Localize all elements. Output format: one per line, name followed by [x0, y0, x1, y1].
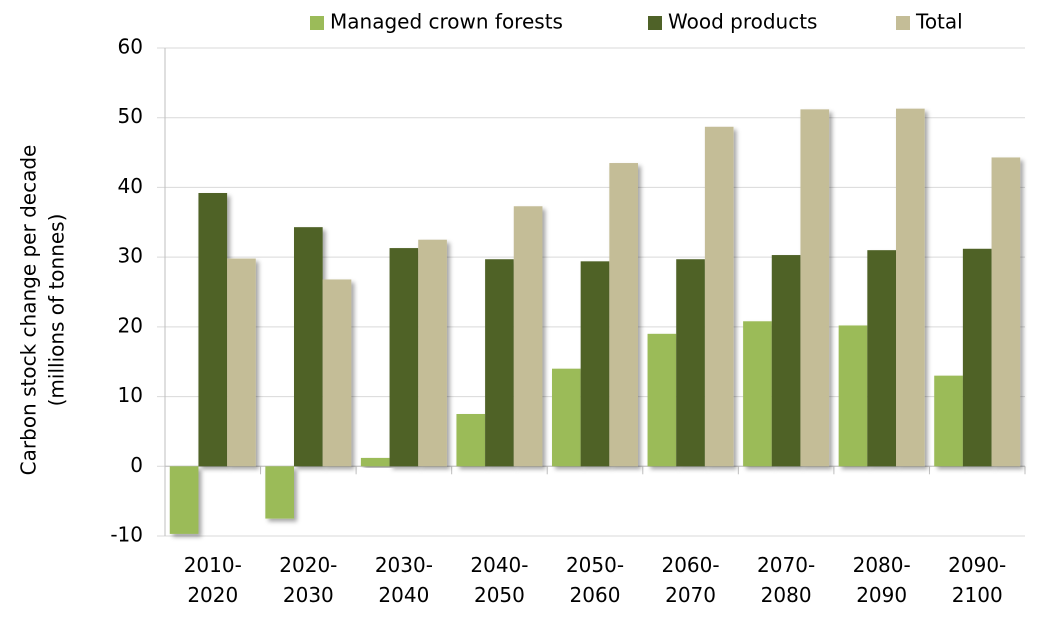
legend-label: Wood products [668, 10, 817, 34]
bar [322, 279, 352, 467]
y-axis-title-line: (millions of tonnes) [45, 214, 69, 407]
y-tick-label: 50 [118, 104, 143, 128]
y-tick-label: 10 [118, 383, 143, 407]
legend-label: Managed crown forests [330, 10, 563, 34]
x-tick-label: 2080-2090 [852, 553, 911, 607]
bar [609, 163, 638, 467]
x-tick-label: 2090-2100 [948, 553, 1007, 607]
bar [169, 466, 199, 534]
bar [580, 261, 610, 467]
bar [418, 239, 447, 467]
y-tick-label: -10 [110, 523, 143, 547]
x-tick-label: 2070-2080 [757, 553, 816, 607]
bar [227, 258, 256, 467]
x-tick-label: 2060-2070 [661, 553, 720, 607]
y-tick-label: 60 [118, 35, 143, 59]
bar [456, 414, 486, 467]
bar [389, 248, 419, 467]
y-tick-label: 20 [118, 313, 143, 337]
bar [800, 109, 830, 467]
bar [867, 250, 896, 467]
bar [934, 375, 963, 467]
x-tick-label: 2030-2040 [374, 553, 433, 607]
legend-swatch [648, 16, 662, 30]
x-tick-label: 2050-2060 [565, 553, 625, 607]
y-tick-label: 0 [130, 453, 143, 477]
bar [896, 108, 925, 467]
y-tick-label: 40 [118, 174, 143, 198]
legend-swatch [896, 16, 910, 30]
bar [676, 259, 705, 467]
bar [838, 325, 868, 467]
y-axis-title-line: Carbon stock change per decade [17, 145, 41, 476]
bar [647, 333, 677, 467]
x-tick-label: 2010-2020 [183, 553, 242, 607]
y-axis-title: Carbon stock change per decade (millions… [17, 145, 69, 476]
y-tick-label: 30 [118, 244, 143, 268]
bar [360, 457, 390, 467]
bar [552, 368, 581, 467]
x-tick-label: 2020-2030 [279, 553, 338, 607]
legend-label: Total [915, 10, 963, 34]
bar [485, 259, 514, 467]
bar [771, 255, 801, 467]
bar [198, 193, 228, 467]
bar [991, 157, 1021, 467]
bar [294, 227, 323, 467]
x-tick-label: 2040-2050 [470, 553, 529, 607]
bar [743, 321, 772, 467]
bar [265, 466, 294, 519]
bar [513, 206, 543, 467]
bar [962, 248, 992, 467]
legend-swatch [310, 16, 324, 30]
bar [704, 126, 734, 467]
